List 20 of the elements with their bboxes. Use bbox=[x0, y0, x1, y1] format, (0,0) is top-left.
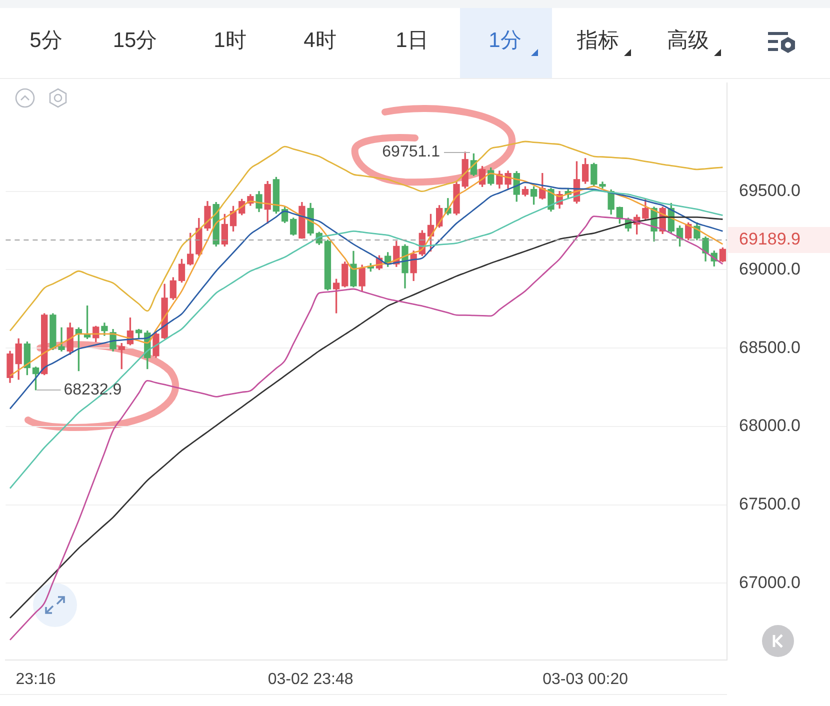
text: 1分 bbox=[488, 28, 522, 54]
text: 1日 bbox=[394, 28, 430, 54]
text: 1时 bbox=[212, 28, 248, 54]
x-tick-label: 03-03 00:20 bbox=[542, 671, 628, 688]
y-tick-label: 69500.0 bbox=[739, 181, 800, 200]
text: 15分 bbox=[112, 28, 158, 54]
text: 指标 bbox=[576, 28, 620, 54]
x-tick-label: 23:16 bbox=[16, 671, 56, 688]
annotation: 69751.1 bbox=[382, 143, 440, 160]
x-tick-label: 03-02 23:48 bbox=[268, 671, 354, 688]
text: 高级 bbox=[666, 28, 710, 54]
line-series bbox=[9, 140, 724, 332]
y-tick-label: 67500.0 bbox=[739, 494, 800, 514]
y-tick-label: 68000.0 bbox=[739, 416, 800, 436]
text: 4时 bbox=[302, 28, 338, 54]
ref-line-label: 69189.9 bbox=[739, 230, 800, 249]
y-tick-label: 69000.0 bbox=[739, 259, 800, 278]
y-tick-label: 67000.0 bbox=[739, 572, 800, 592]
text: 5分 bbox=[28, 28, 64, 54]
y-tick-label: 68500.0 bbox=[739, 338, 800, 357]
